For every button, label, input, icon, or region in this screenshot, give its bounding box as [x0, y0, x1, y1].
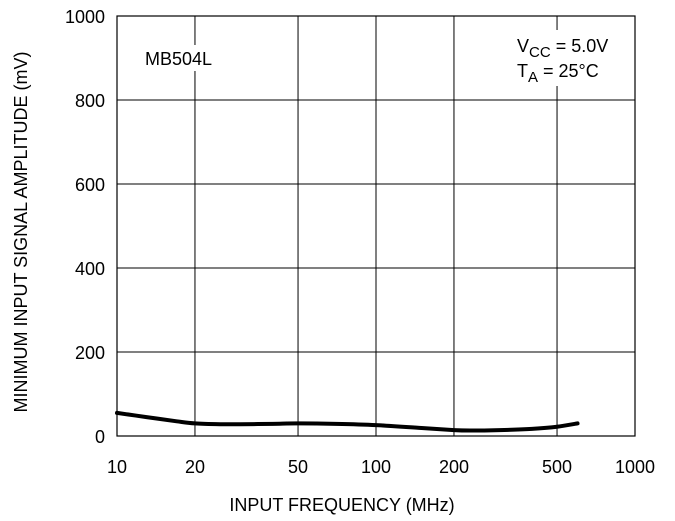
y-tick-label: 0: [95, 427, 105, 447]
y-tick-labels: 0 200 400 600 800 1000: [65, 7, 105, 447]
plot-frame: [116, 15, 636, 437]
ta-subscript: A: [528, 69, 538, 86]
ta-symbol: T: [517, 61, 528, 81]
vcc-value: = 5.0V: [551, 36, 609, 56]
x-tick-label: 20: [185, 457, 205, 477]
ta-condition: TA = 25°C: [517, 61, 599, 86]
vcc-symbol: V: [517, 36, 529, 56]
series-group: [115, 410, 580, 433]
y-tick-label: 800: [75, 91, 105, 111]
series-line: [115, 410, 580, 433]
y-tick-label: 400: [75, 259, 105, 279]
conditions-background: [512, 30, 632, 86]
x-tick-labels: 10 20 50 100 200 500 1000: [107, 457, 655, 477]
vcc-condition: VCC = 5.0V: [517, 36, 608, 61]
x-tick-label: 1000: [615, 457, 655, 477]
y-tick-label: 1000: [65, 7, 105, 27]
vcc-subscript: CC: [529, 44, 551, 61]
device-label-background: [140, 45, 235, 71]
x-tick-label: 10: [107, 457, 127, 477]
y-tick-label: 200: [75, 343, 105, 363]
ta-value: = 25°C: [538, 61, 599, 81]
device-label: MB504L: [145, 49, 212, 69]
x-tick-label: 50: [288, 457, 308, 477]
x-axis-label: INPUT FREQUENCY (MHz): [229, 495, 454, 515]
x-tick-label: 100: [361, 457, 391, 477]
y-axis-label: MINIMUM INPUT SIGNAL AMPLITUDE (mV): [11, 51, 31, 412]
x-tick-label: 200: [439, 457, 469, 477]
x-tick-label: 500: [542, 457, 572, 477]
y-tick-label: 600: [75, 175, 105, 195]
